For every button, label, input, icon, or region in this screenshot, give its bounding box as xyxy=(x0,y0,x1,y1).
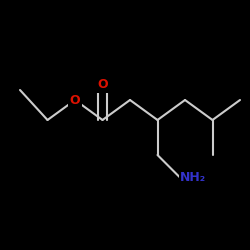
Text: O: O xyxy=(97,78,108,92)
Text: O: O xyxy=(70,94,80,106)
Text: NH₂: NH₂ xyxy=(180,171,206,184)
